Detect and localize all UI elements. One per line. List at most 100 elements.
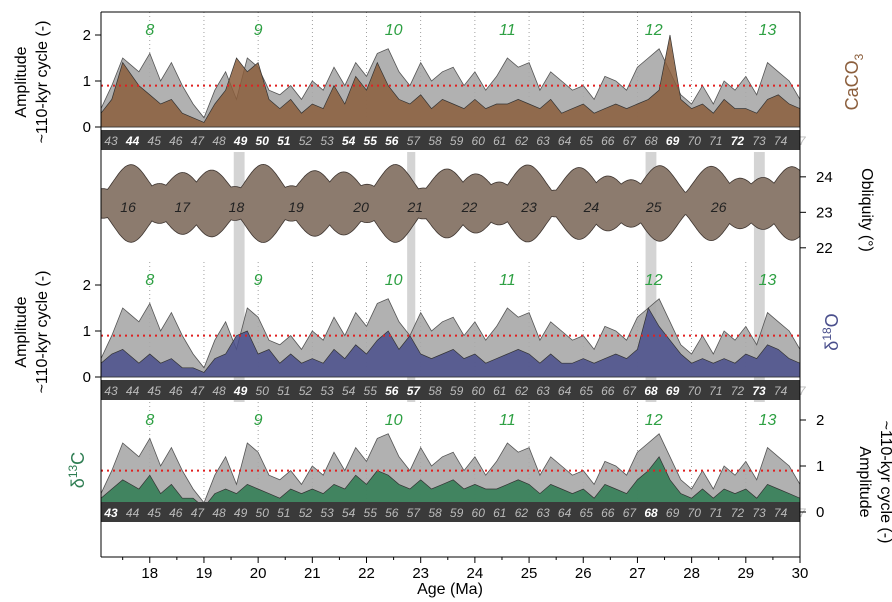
band-number: 45 — [148, 134, 162, 148]
highlight-band — [407, 152, 416, 402]
obliquity-cycle-label: 26 — [710, 199, 727, 215]
band-number: 68 — [644, 384, 658, 398]
band-number: 67 — [623, 384, 638, 398]
d18o-ylabel-line1: Amplitude — [13, 296, 30, 367]
band-number: 52 — [299, 134, 313, 148]
band-number: 44 — [126, 384, 140, 398]
obliquity-cycle-label: 17 — [174, 199, 191, 215]
obliquity-envelope — [101, 163, 800, 243]
band-number: 69 — [666, 384, 680, 398]
band-number: 51 — [277, 506, 290, 520]
band-number: 57 — [407, 506, 422, 520]
d13c-y-tick-label: 0 — [816, 504, 824, 521]
band-number: 49 — [234, 506, 248, 520]
band-number: 46 — [169, 134, 183, 148]
band-number: 56 — [385, 506, 399, 520]
band-number: 44 — [125, 134, 140, 148]
obliquity-cycle-label: 25 — [645, 199, 662, 215]
band-number: 61 — [493, 506, 506, 520]
band-number: 45 — [148, 506, 162, 520]
band-number: 59 — [450, 506, 464, 520]
band-number: 66 — [601, 384, 615, 398]
d13c-band — [101, 502, 800, 522]
d13c-ylabel-line2: ~110-kyr cycle (-) — [877, 421, 892, 544]
d18o-cycle-label: 13 — [759, 272, 777, 289]
band-number: 66 — [601, 506, 615, 520]
caco3-cycle-label: 13 — [759, 22, 777, 39]
d13c-cycle-label: 11 — [499, 412, 516, 429]
amplitude-areas — [101, 34, 800, 513]
band-number: 64 — [558, 134, 572, 148]
x-tick-label: 26 — [575, 565, 592, 582]
obliquity-cycle-label: 21 — [406, 199, 423, 215]
d18o-cycle-label: 9 — [254, 272, 263, 289]
x-tick-label: 20 — [250, 565, 267, 582]
caco3-cycle-label: 12 — [645, 22, 663, 39]
d18o-cycle-label: 10 — [385, 272, 403, 289]
band-number: 7 — [799, 134, 807, 148]
d18o-y-tick-label: 0 — [83, 369, 91, 386]
caco3-series-label: CaCO3 — [842, 53, 866, 110]
band-number: 67 — [623, 506, 638, 520]
band-number: 56 — [385, 384, 399, 398]
caco3-amplitude-area — [101, 34, 800, 128]
band-number: 44 — [126, 506, 140, 520]
band-number: 62 — [515, 384, 529, 398]
band-number: 72 — [731, 134, 745, 148]
obliquity-y-tick-label: 22 — [816, 240, 833, 257]
caco3-band — [101, 130, 800, 150]
band-number: 50 — [256, 384, 270, 398]
band-number: 63 — [536, 384, 550, 398]
d18o-cycle-label: 11 — [499, 272, 516, 289]
band-number: 59 — [450, 384, 464, 398]
band-number: 60 — [472, 506, 486, 520]
d18o-series-label: δ18O — [820, 313, 842, 350]
band-number: 49 — [233, 134, 248, 148]
band-number: 50 — [256, 506, 270, 520]
d18o-ylabel-line2: ~110-kyr cycle (-) — [34, 271, 51, 394]
band-number: 62 — [515, 506, 529, 520]
band-number: 54 — [342, 506, 356, 520]
band-number: 53 — [320, 384, 334, 398]
band-number: 58 — [428, 506, 442, 520]
band-number: 63 — [536, 506, 550, 520]
d13c-cycle-label: 8 — [145, 412, 154, 429]
band-number: 74 — [774, 134, 788, 148]
band-number: 46 — [169, 384, 183, 398]
band-number: 73 — [752, 134, 766, 148]
band-number: 71 — [709, 134, 722, 148]
d13c-ylabel-line1: Amplitude — [856, 446, 873, 517]
band-number: 51 — [277, 134, 291, 148]
x-tick-label: 30 — [792, 565, 809, 582]
x-tick-label: 23 — [412, 565, 429, 582]
band-number: 70 — [688, 134, 702, 148]
obliquity-cycle-label: 16 — [120, 199, 136, 215]
band-number: 52 — [299, 384, 313, 398]
d18o-cycle-label: 8 — [145, 272, 154, 289]
band-number: 46 — [169, 506, 183, 520]
caco3-y-tick-label: 1 — [83, 73, 91, 90]
band-number: 7 — [799, 506, 807, 520]
band-number: 65 — [580, 134, 594, 148]
x-tick-label: 27 — [629, 565, 646, 582]
obliquity-cycle-label: 20 — [352, 199, 369, 215]
x-tick-label: 18 — [141, 565, 158, 582]
caco3-cycle-label: 8 — [145, 22, 154, 39]
d18o-cycle-label: 12 — [645, 272, 663, 289]
band-number: 50 — [256, 134, 270, 148]
band-number: 74 — [774, 384, 788, 398]
band-number: 67 — [623, 134, 638, 148]
d13c-cycle-label: 9 — [254, 412, 263, 429]
band-number: 65 — [580, 384, 594, 398]
band-number: 48 — [212, 384, 226, 398]
band-number: 53 — [320, 134, 334, 148]
d18o-gray-envelope — [101, 298, 800, 378]
d13c-y-tick-label: 1 — [816, 458, 824, 475]
obliquity-series: 16 17 18 19 20 21 22 23 24 25 26 — [101, 163, 800, 243]
x-tick-label: 28 — [683, 565, 700, 582]
reference-lines — [101, 84, 800, 472]
cycle-number-bands: 43 44 45 46 47 48 49 50 51 52 53 54 55 56 57 58 59 60 61 62… — [101, 130, 807, 522]
band-number: 55 — [364, 134, 378, 148]
band-number: 58 — [428, 134, 442, 148]
